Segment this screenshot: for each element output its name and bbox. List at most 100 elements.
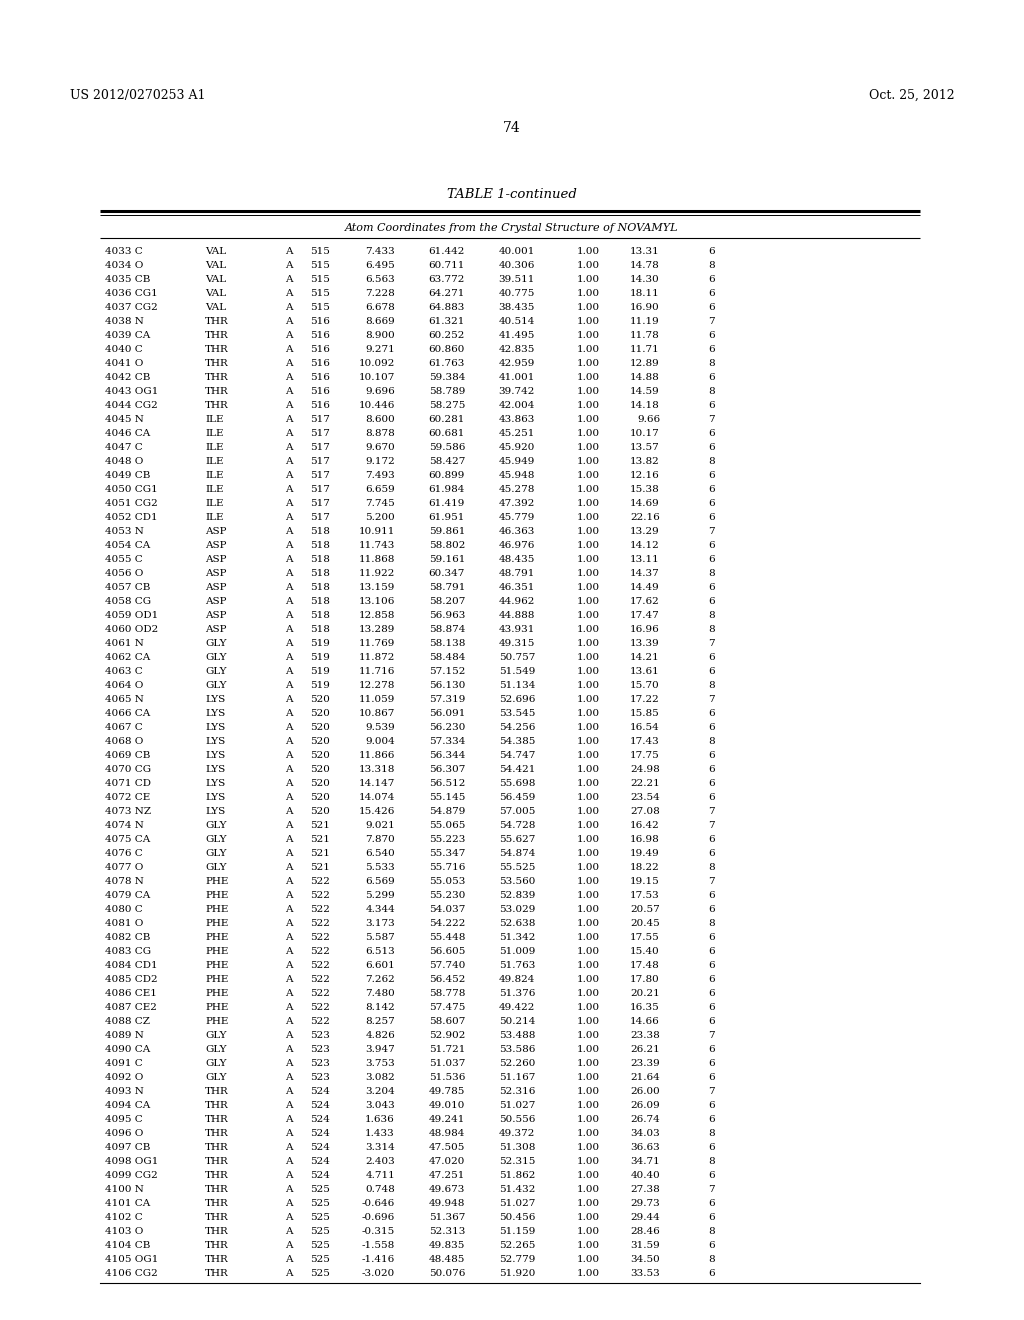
Text: 1.00: 1.00	[577, 878, 600, 887]
Text: 4042 CB: 4042 CB	[105, 374, 151, 383]
Text: 4098 OG1: 4098 OG1	[105, 1158, 159, 1167]
Text: A: A	[285, 639, 293, 648]
Text: 4084 CD1: 4084 CD1	[105, 961, 158, 970]
Text: 57.152: 57.152	[429, 668, 465, 676]
Text: 53.560: 53.560	[499, 878, 535, 887]
Text: A: A	[285, 1031, 293, 1040]
Text: 520: 520	[310, 696, 330, 705]
Text: 4086 CE1: 4086 CE1	[105, 990, 157, 998]
Text: THR: THR	[205, 374, 228, 383]
Text: 15.70: 15.70	[630, 681, 660, 690]
Text: 8.878: 8.878	[366, 429, 395, 438]
Text: 17.43: 17.43	[630, 738, 660, 747]
Text: 521: 521	[310, 863, 330, 873]
Text: 22.21: 22.21	[630, 780, 660, 788]
Text: 39.742: 39.742	[499, 388, 535, 396]
Text: 13.106: 13.106	[358, 598, 395, 606]
Text: 8.900: 8.900	[366, 331, 395, 341]
Text: VAL: VAL	[205, 248, 226, 256]
Text: 11.922: 11.922	[358, 569, 395, 578]
Text: 6: 6	[709, 1045, 715, 1055]
Text: 61.763: 61.763	[429, 359, 465, 368]
Text: 13.11: 13.11	[630, 556, 660, 565]
Text: A: A	[285, 304, 293, 313]
Text: 11.71: 11.71	[630, 346, 660, 355]
Text: ASP: ASP	[205, 626, 226, 635]
Text: 8.257: 8.257	[366, 1018, 395, 1027]
Text: 6: 6	[709, 948, 715, 957]
Text: 524: 524	[310, 1115, 330, 1125]
Text: A: A	[285, 836, 293, 845]
Text: 29.73: 29.73	[630, 1200, 660, 1209]
Text: 60.681: 60.681	[429, 429, 465, 438]
Text: 1.00: 1.00	[577, 583, 600, 593]
Text: 515: 515	[310, 248, 330, 256]
Text: 8.669: 8.669	[366, 318, 395, 326]
Text: 1.00: 1.00	[577, 626, 600, 635]
Text: 1.00: 1.00	[577, 766, 600, 775]
Text: 1.00: 1.00	[577, 793, 600, 803]
Text: 6: 6	[709, 471, 715, 480]
Text: THR: THR	[205, 1185, 228, 1195]
Text: 6: 6	[709, 346, 715, 355]
Text: 19.15: 19.15	[630, 878, 660, 887]
Text: 40.001: 40.001	[499, 248, 535, 256]
Text: 519: 519	[310, 668, 330, 676]
Text: 1.00: 1.00	[577, 990, 600, 998]
Text: 522: 522	[310, 920, 330, 928]
Text: 23.54: 23.54	[630, 793, 660, 803]
Text: A: A	[285, 1088, 293, 1097]
Text: 6: 6	[709, 1213, 715, 1222]
Text: 41.495: 41.495	[499, 331, 535, 341]
Text: A: A	[285, 696, 293, 705]
Text: 4050 CG1: 4050 CG1	[105, 486, 158, 495]
Text: 4062 CA: 4062 CA	[105, 653, 151, 663]
Text: 6: 6	[709, 975, 715, 985]
Text: THR: THR	[205, 1255, 228, 1265]
Text: 13.159: 13.159	[358, 583, 395, 593]
Text: 52.638: 52.638	[499, 920, 535, 928]
Text: 1.00: 1.00	[577, 261, 600, 271]
Text: PHE: PHE	[205, 891, 228, 900]
Text: 40.306: 40.306	[499, 261, 535, 271]
Text: 49.422: 49.422	[499, 1003, 535, 1012]
Text: 4057 CB: 4057 CB	[105, 583, 151, 593]
Text: 8: 8	[709, 738, 715, 747]
Text: 1.00: 1.00	[577, 891, 600, 900]
Text: 8: 8	[709, 569, 715, 578]
Text: 1.00: 1.00	[577, 1185, 600, 1195]
Text: 1.00: 1.00	[577, 639, 600, 648]
Text: PHE: PHE	[205, 975, 228, 985]
Text: 1.00: 1.00	[577, 1255, 600, 1265]
Text: 7: 7	[709, 696, 715, 705]
Text: 4061 N: 4061 N	[105, 639, 144, 648]
Text: 7.433: 7.433	[366, 248, 395, 256]
Text: A: A	[285, 276, 293, 285]
Text: 4043 OG1: 4043 OG1	[105, 388, 159, 396]
Text: 20.21: 20.21	[630, 990, 660, 998]
Text: 56.344: 56.344	[429, 751, 465, 760]
Text: 524: 524	[310, 1158, 330, 1167]
Text: 1.00: 1.00	[577, 1228, 600, 1237]
Text: A: A	[285, 429, 293, 438]
Text: THR: THR	[205, 1158, 228, 1167]
Text: 45.949: 45.949	[499, 458, 535, 466]
Text: 520: 520	[310, 710, 330, 718]
Text: 4045 N: 4045 N	[105, 416, 144, 425]
Text: 14.69: 14.69	[630, 499, 660, 508]
Text: 60.252: 60.252	[429, 331, 465, 341]
Text: LYS: LYS	[205, 723, 225, 733]
Text: 520: 520	[310, 793, 330, 803]
Text: 54.421: 54.421	[499, 766, 535, 775]
Text: 55.223: 55.223	[429, 836, 465, 845]
Text: 6: 6	[709, 1115, 715, 1125]
Text: GLY: GLY	[205, 668, 226, 676]
Text: 15.38: 15.38	[630, 486, 660, 495]
Text: 60.281: 60.281	[429, 416, 465, 425]
Text: 47.251: 47.251	[429, 1172, 465, 1180]
Text: 51.920: 51.920	[499, 1270, 535, 1279]
Text: 10.17: 10.17	[630, 429, 660, 438]
Text: 38.435: 38.435	[499, 304, 535, 313]
Text: 7: 7	[709, 1088, 715, 1097]
Text: -0.696: -0.696	[361, 1213, 395, 1222]
